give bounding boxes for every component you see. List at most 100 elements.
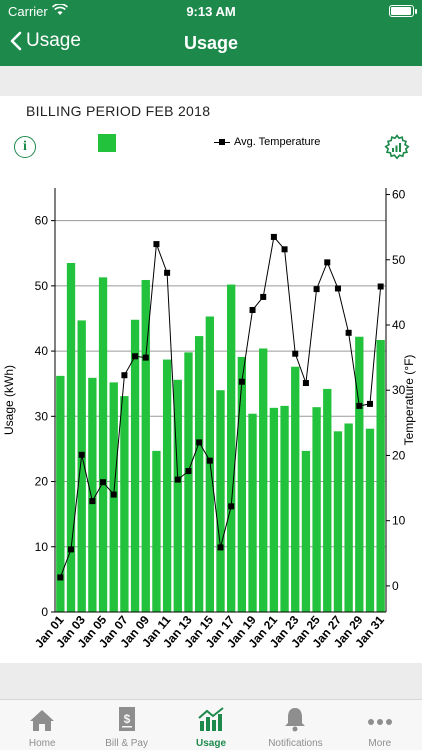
usage-bar — [194, 336, 204, 612]
legend-temperature-label: Avg. Temperature — [234, 136, 321, 148]
usage-bar — [237, 356, 247, 612]
usage-bar — [77, 320, 86, 612]
usage-bar — [216, 390, 225, 612]
battery-icon — [389, 5, 417, 17]
usage-chart-icon — [198, 707, 224, 731]
y-tick-label: 10 — [35, 540, 49, 554]
tab-notifications-label: Notifications — [268, 738, 323, 749]
temperature-point — [78, 451, 85, 458]
legend-temperature-marker — [214, 138, 230, 145]
temperature-point — [302, 380, 309, 387]
chevron-left-icon — [10, 31, 22, 52]
temperature-point — [68, 546, 75, 553]
usage-bar — [130, 319, 140, 612]
tab-notifications[interactable]: Notifications — [253, 700, 337, 750]
bill-icon: $ — [118, 707, 135, 731]
temperature-point — [100, 479, 107, 486]
y-tick-label: 40 — [35, 344, 49, 358]
temperature-point — [345, 329, 352, 336]
y2-tick-label: 60 — [392, 188, 406, 202]
page-title: Usage — [183, 33, 239, 53]
temperature-point — [292, 350, 299, 357]
temperature-point — [153, 241, 160, 248]
usage-bar — [269, 407, 279, 612]
temperature-point — [356, 402, 363, 409]
y2-tick-label: 30 — [392, 383, 406, 397]
temperature-point — [249, 306, 256, 313]
usage-bar — [152, 450, 161, 612]
y2-tick-label: 40 — [392, 318, 406, 332]
bottom-spacer — [0, 663, 422, 699]
temperature-point — [228, 503, 235, 510]
usage-bar — [227, 284, 236, 612]
usage-bar — [162, 359, 172, 612]
header-spacer — [0, 66, 422, 96]
tab-usage[interactable]: Usage — [169, 700, 253, 750]
usage-bar — [141, 279, 150, 612]
usage-bar — [259, 348, 268, 612]
temperature-point — [110, 491, 117, 498]
usage-bar — [184, 352, 193, 612]
y2-tick-label: 10 — [392, 514, 406, 528]
back-label: Usage — [26, 30, 81, 51]
tab-bill-pay[interactable]: $ Bill & Pay — [84, 700, 168, 750]
y2-tick-label: 20 — [392, 448, 406, 462]
legend-usage-swatch — [98, 134, 116, 152]
y-tick-label: 60 — [35, 214, 49, 228]
usage-bar — [344, 423, 353, 612]
wifi-icon — [52, 3, 68, 19]
tab-home[interactable]: Home — [0, 700, 84, 750]
status-bar: Carrier 9:13 AM — [0, 0, 422, 22]
temperature-point — [206, 457, 213, 464]
temperature-point — [57, 574, 64, 581]
temperature-point — [238, 378, 245, 385]
billing-period-title: BILLING PERIOD FEB 2018 — [26, 103, 211, 119]
carrier-label: Carrier — [8, 4, 48, 19]
tab-bar: Home $ Bill & Pay Usage Notifications Mo… — [0, 699, 422, 750]
tab-more[interactable]: More — [338, 700, 422, 750]
usage-bar — [365, 428, 375, 612]
temperature-point — [324, 259, 331, 266]
usage-bar — [301, 450, 311, 612]
usage-bar — [173, 379, 182, 612]
usage-bar — [248, 413, 257, 612]
temperature-point — [196, 439, 203, 446]
temperature-point — [366, 400, 373, 407]
usage-bar — [376, 339, 385, 612]
svg-text:$: $ — [123, 712, 130, 726]
temperature-point — [377, 283, 384, 290]
nav-bar: Usage Usage — [0, 22, 422, 66]
usage-bar — [323, 388, 332, 612]
tab-bill-pay-label: Bill & Pay — [105, 738, 148, 749]
usage-bar — [66, 263, 76, 612]
y-tick-label: 0 — [41, 605, 48, 619]
temperature-point — [281, 246, 288, 253]
y-tick-label: 50 — [35, 279, 49, 293]
usage-bar — [56, 375, 65, 612]
temperature-point — [260, 293, 267, 300]
info-button[interactable]: i — [14, 136, 36, 158]
usage-bar — [280, 405, 289, 612]
legend-temperature: Avg. Temperature — [214, 136, 320, 148]
more-dots-icon — [367, 719, 392, 725]
y2-tick-label: 0 — [392, 579, 399, 593]
y2-axis-title: Temperature (°F) — [402, 355, 416, 446]
temperature-point — [217, 544, 224, 551]
tab-more-label: More — [368, 738, 392, 749]
temperature-point — [132, 353, 139, 360]
y-tick-label: 30 — [35, 409, 49, 423]
gear-chart-icon — [384, 134, 410, 160]
temperature-point — [313, 286, 320, 293]
y-tick-label: 20 — [35, 475, 49, 489]
chart-settings-button[interactable] — [384, 134, 410, 160]
home-icon — [30, 710, 55, 731]
back-button[interactable]: Usage — [10, 30, 81, 52]
temperature-point — [270, 233, 277, 240]
clock-label: 9:13 AM — [186, 4, 236, 19]
usage-bar — [120, 396, 129, 612]
temperature-point — [174, 476, 181, 483]
tab-usage-label: Usage — [196, 738, 227, 749]
usage-bar — [312, 407, 321, 612]
temperature-point — [185, 468, 192, 475]
usage-bar — [88, 377, 97, 612]
